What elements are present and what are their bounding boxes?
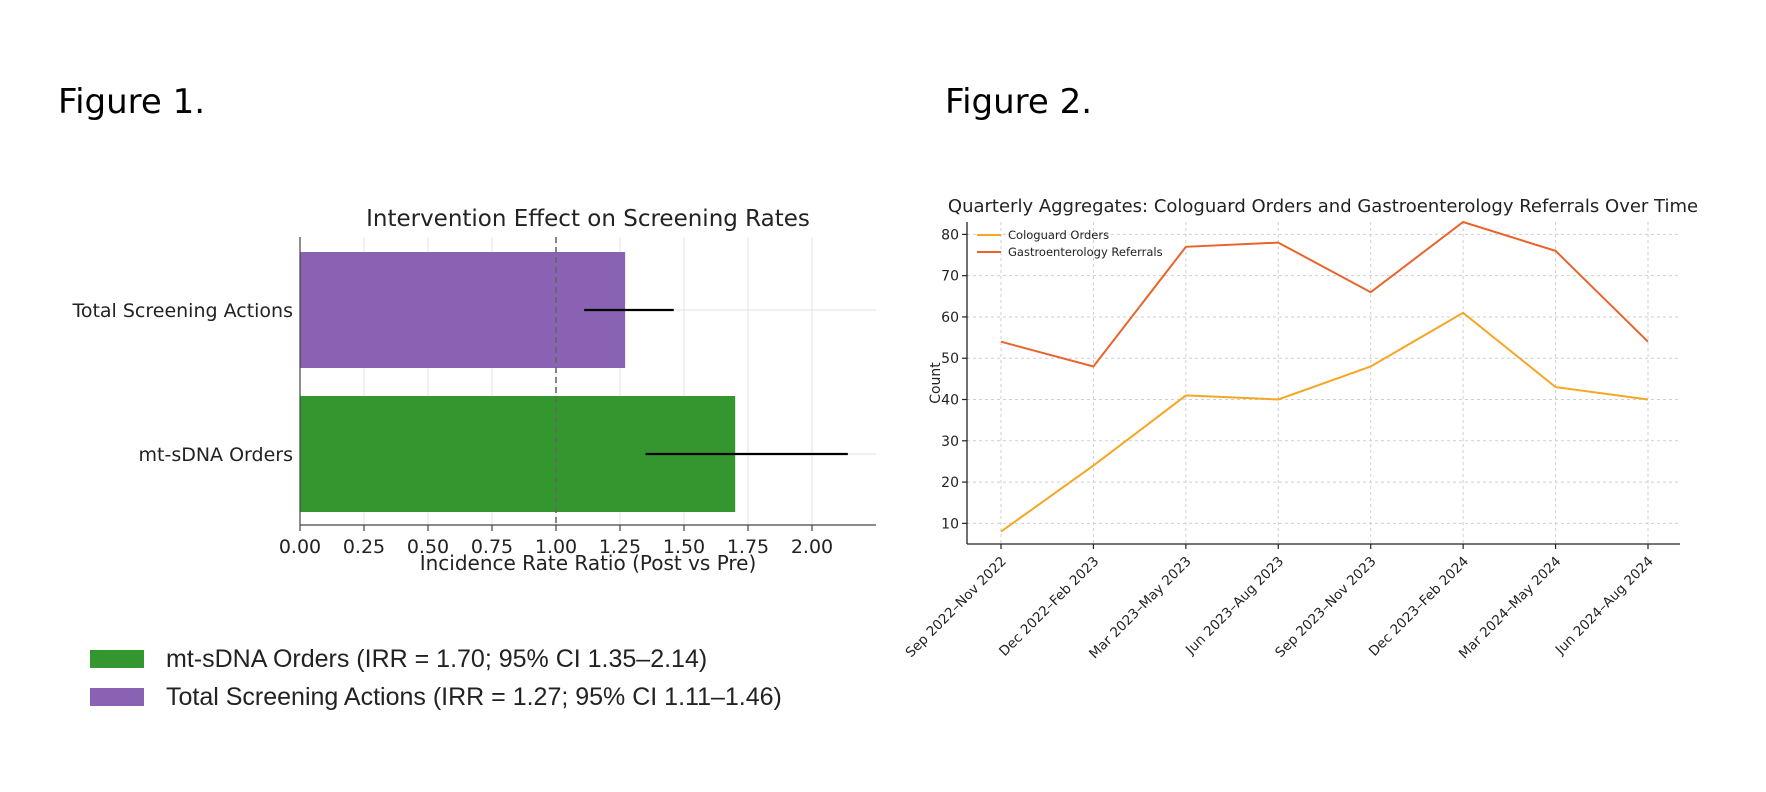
bar xyxy=(300,252,626,368)
x-tick-label: 2.00 xyxy=(791,536,833,558)
y-tick-label: 40 xyxy=(941,393,959,409)
x-tick-label: 1.75 xyxy=(727,536,769,558)
x-tick-label: 0.25 xyxy=(343,536,385,558)
x-axis-label: Incidence Rate Ratio (Post vs Pre) xyxy=(420,551,757,575)
chart-title: Intervention Effect on Screening Rates xyxy=(366,206,810,232)
chart-title: Quarterly Aggregates: Cologuard Orders a… xyxy=(948,196,1698,217)
series-line xyxy=(1000,220,1649,368)
y-tick-label: 80 xyxy=(941,227,959,243)
figure-1-label: Figure 1. xyxy=(58,82,206,122)
x-tick-label: 0.75 xyxy=(471,536,513,558)
x-tick-label: Dec 2022–Feb 2023 xyxy=(996,554,1102,660)
y-tick-label: 60 xyxy=(941,310,959,326)
category-label: Total Screening Actions xyxy=(71,300,293,322)
series-line xyxy=(1000,311,1649,533)
figure-2-label: Figure 2. xyxy=(945,82,1093,122)
legend-swatch xyxy=(90,650,144,668)
x-tick-label: Mar 2023–May 2023 xyxy=(1086,554,1194,662)
legend-text: Cologuard Orders xyxy=(1008,228,1109,242)
legend-text: mt-sDNA Orders (IRR = 1.70; 95% CI 1.35–… xyxy=(166,644,708,673)
legend-item: mt-sDNA Orders (IRR = 1.70; 95% CI 1.35–… xyxy=(90,640,782,678)
y-tick-label: 20 xyxy=(941,475,959,491)
y-tick-label: 70 xyxy=(941,269,959,285)
category-label: mt-sDNA Orders xyxy=(139,444,294,466)
x-tick-label: 1.50 xyxy=(663,536,705,558)
bar-chart-legend: mt-sDNA Orders (IRR = 1.70; 95% CI 1.35–… xyxy=(90,640,782,716)
x-tick-label: Jun 2023–Aug 2023 xyxy=(1182,554,1287,659)
legend-text: Gastroenterology Referrals xyxy=(1008,245,1163,259)
y-axis-label: Count xyxy=(928,362,944,404)
x-tick-label: 0.00 xyxy=(279,536,321,558)
legend-item: Total Screening Actions (IRR = 1.27; 95%… xyxy=(90,678,782,716)
x-tick-label: Dec 2023–Feb 2024 xyxy=(1366,554,1472,660)
x-tick-label: Sep 2023–Nov 2023 xyxy=(1272,554,1379,661)
legend-text: Total Screening Actions (IRR = 1.27; 95%… xyxy=(166,682,782,711)
y-tick-label: 50 xyxy=(941,351,959,367)
x-tick-label: 1.00 xyxy=(535,536,577,558)
x-tick-label: 1.25 xyxy=(599,536,641,558)
y-tick-label: 30 xyxy=(941,434,959,450)
x-tick-label: Sep 2022–Nov 2022 xyxy=(902,554,1009,661)
x-tick-label: Mar 2024–May 2024 xyxy=(1456,554,1564,662)
x-tick-label: 0.50 xyxy=(407,536,449,558)
legend-swatch xyxy=(90,688,144,706)
x-tick-label: Jun 2024–Aug 2024 xyxy=(1552,554,1657,659)
y-tick-label: 10 xyxy=(941,516,959,532)
